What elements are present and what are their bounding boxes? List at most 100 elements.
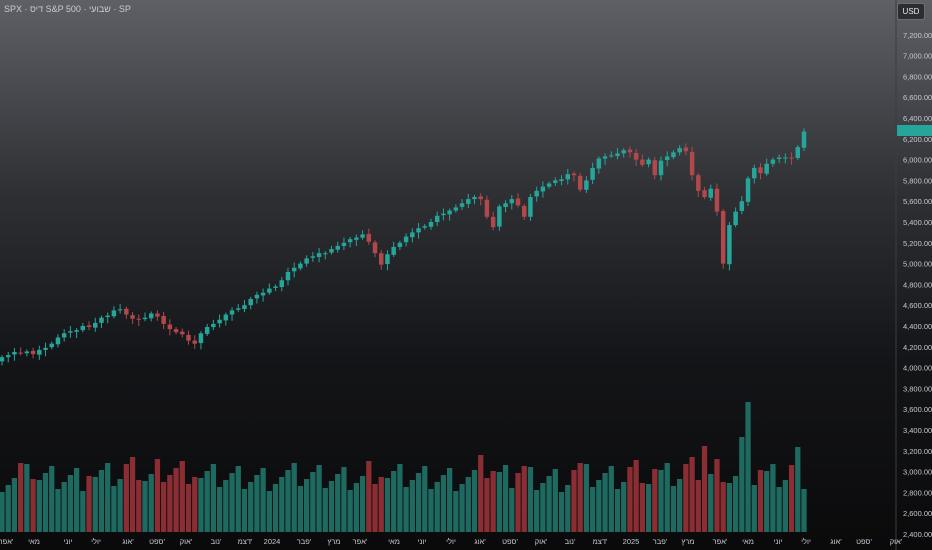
volume-bar bbox=[739, 437, 745, 532]
candle-body bbox=[584, 180, 589, 190]
last-price-tag bbox=[897, 125, 932, 136]
candle-body bbox=[379, 253, 384, 265]
x-tick-label: מרץ bbox=[328, 537, 341, 546]
x-tick-label: פבר' bbox=[653, 537, 668, 546]
candle-body bbox=[696, 175, 701, 191]
candle-body bbox=[403, 236, 409, 243]
candle-body bbox=[739, 201, 745, 211]
volume-bar bbox=[403, 487, 409, 532]
candle-body bbox=[298, 263, 303, 269]
candle-body bbox=[310, 256, 316, 258]
x-tick-label: יוני bbox=[64, 537, 73, 546]
volume-bar bbox=[36, 480, 42, 532]
volume-bar bbox=[546, 476, 552, 532]
volume-bar bbox=[5, 485, 11, 532]
y-tick-label: 3,800.00 bbox=[903, 384, 932, 393]
volume-bar bbox=[527, 467, 534, 532]
volume-bar bbox=[558, 492, 565, 532]
volume-bar bbox=[216, 487, 223, 532]
candle-body bbox=[204, 327, 210, 334]
candle-body bbox=[136, 318, 142, 320]
volume-bar bbox=[235, 466, 241, 532]
candle-body bbox=[515, 198, 521, 206]
y-tick-label: 3,000.00 bbox=[903, 468, 932, 477]
volume-bar bbox=[384, 478, 391, 532]
volume-bar bbox=[726, 483, 733, 532]
volume-bar bbox=[409, 480, 415, 532]
volume-bar bbox=[645, 484, 652, 532]
candle-body bbox=[111, 310, 117, 317]
volume-bar bbox=[664, 463, 670, 532]
candle-body bbox=[447, 210, 452, 215]
x-tick-label: יולי bbox=[446, 537, 456, 546]
volume-bar bbox=[42, 473, 49, 532]
volume-bar bbox=[496, 472, 503, 532]
x-tick-label: אוק' bbox=[535, 537, 548, 546]
volume-bar bbox=[397, 464, 403, 532]
candle-body bbox=[142, 317, 148, 320]
volume-bar bbox=[440, 475, 447, 532]
candle-body bbox=[534, 190, 539, 197]
volume-bar bbox=[30, 479, 36, 532]
candle-body bbox=[242, 305, 247, 309]
volume-bar bbox=[465, 477, 471, 532]
x-tick-label: ספט' bbox=[149, 537, 165, 546]
candle-body bbox=[279, 280, 285, 288]
volume-bar bbox=[453, 491, 459, 532]
volume-bar bbox=[540, 483, 546, 532]
candle-body bbox=[553, 180, 558, 183]
volume-bar bbox=[55, 489, 61, 532]
volume-bar bbox=[795, 447, 801, 532]
candle-body bbox=[714, 188, 720, 212]
volume-bar bbox=[92, 477, 98, 532]
volume-bar bbox=[608, 466, 614, 532]
x-tick-label: דצמ' bbox=[238, 537, 253, 546]
volume-bar bbox=[229, 473, 235, 532]
y-tick-label: 2,600.00 bbox=[903, 509, 932, 518]
volume-bar bbox=[254, 475, 260, 532]
candle-body bbox=[161, 316, 166, 324]
candle-body bbox=[590, 167, 595, 180]
volume-bar bbox=[18, 463, 24, 532]
candle-body bbox=[155, 313, 160, 317]
volume-bar bbox=[422, 466, 428, 532]
y-tick-label: 4,600.00 bbox=[903, 301, 932, 310]
y-tick-label: 4,000.00 bbox=[903, 364, 932, 373]
candle-body bbox=[602, 156, 608, 159]
candle-body bbox=[702, 190, 707, 198]
volume-bar bbox=[185, 484, 192, 532]
y-tick-label: 2,400.00 bbox=[903, 530, 932, 539]
y-tick-label: 2,800.00 bbox=[903, 488, 932, 497]
candle-body bbox=[770, 159, 776, 164]
volume-bar bbox=[751, 485, 757, 532]
candle-body bbox=[329, 249, 334, 253]
volume-bar bbox=[391, 471, 397, 532]
candle-body bbox=[43, 347, 48, 350]
candle-body bbox=[173, 329, 179, 333]
candle-body bbox=[559, 179, 564, 182]
volume-bar bbox=[167, 475, 173, 532]
volume-bar bbox=[129, 457, 136, 532]
volume-bar bbox=[689, 457, 695, 532]
candle-body bbox=[273, 286, 278, 288]
candle-body bbox=[664, 156, 670, 161]
candle-body bbox=[0, 357, 5, 362]
candle-body bbox=[671, 152, 676, 158]
candle-body bbox=[621, 150, 626, 154]
volume-bar bbox=[279, 477, 285, 532]
volume-bar bbox=[801, 489, 807, 532]
candle-body bbox=[186, 334, 191, 341]
candle-body bbox=[335, 245, 340, 250]
volume-bar bbox=[24, 464, 30, 532]
candle-body bbox=[733, 211, 738, 226]
volume-bar bbox=[583, 464, 590, 532]
candle-body bbox=[192, 340, 197, 344]
candle-body bbox=[316, 253, 322, 257]
currency-button[interactable]: USD bbox=[897, 3, 925, 20]
volume-bar bbox=[490, 471, 496, 532]
volume-bar bbox=[272, 484, 279, 532]
x-tick-label: מאי bbox=[388, 537, 400, 546]
candle-body bbox=[708, 188, 713, 198]
